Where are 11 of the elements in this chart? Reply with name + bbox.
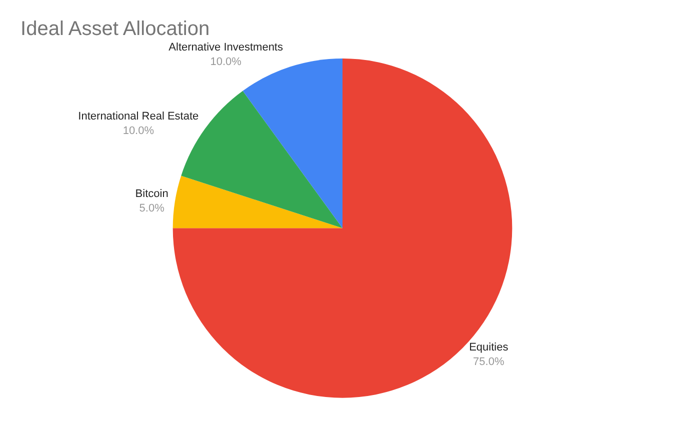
data-label: 75.0% <box>473 356 504 368</box>
data-label: 10.0% <box>122 125 154 138</box>
data-label: 5.0% <box>139 202 165 214</box>
pie-slice <box>172 176 342 228</box>
slice-label: Equities <box>469 342 509 354</box>
slice-label: International Real Estate <box>78 110 199 123</box>
slice-label: Alternative Investments <box>168 42 284 54</box>
chart-title: Ideal Asset Allocation <box>20 18 210 40</box>
slice-label: Bitcoin <box>135 188 168 200</box>
pie-slice <box>242 58 342 228</box>
data-label: 10.0% <box>210 56 242 68</box>
